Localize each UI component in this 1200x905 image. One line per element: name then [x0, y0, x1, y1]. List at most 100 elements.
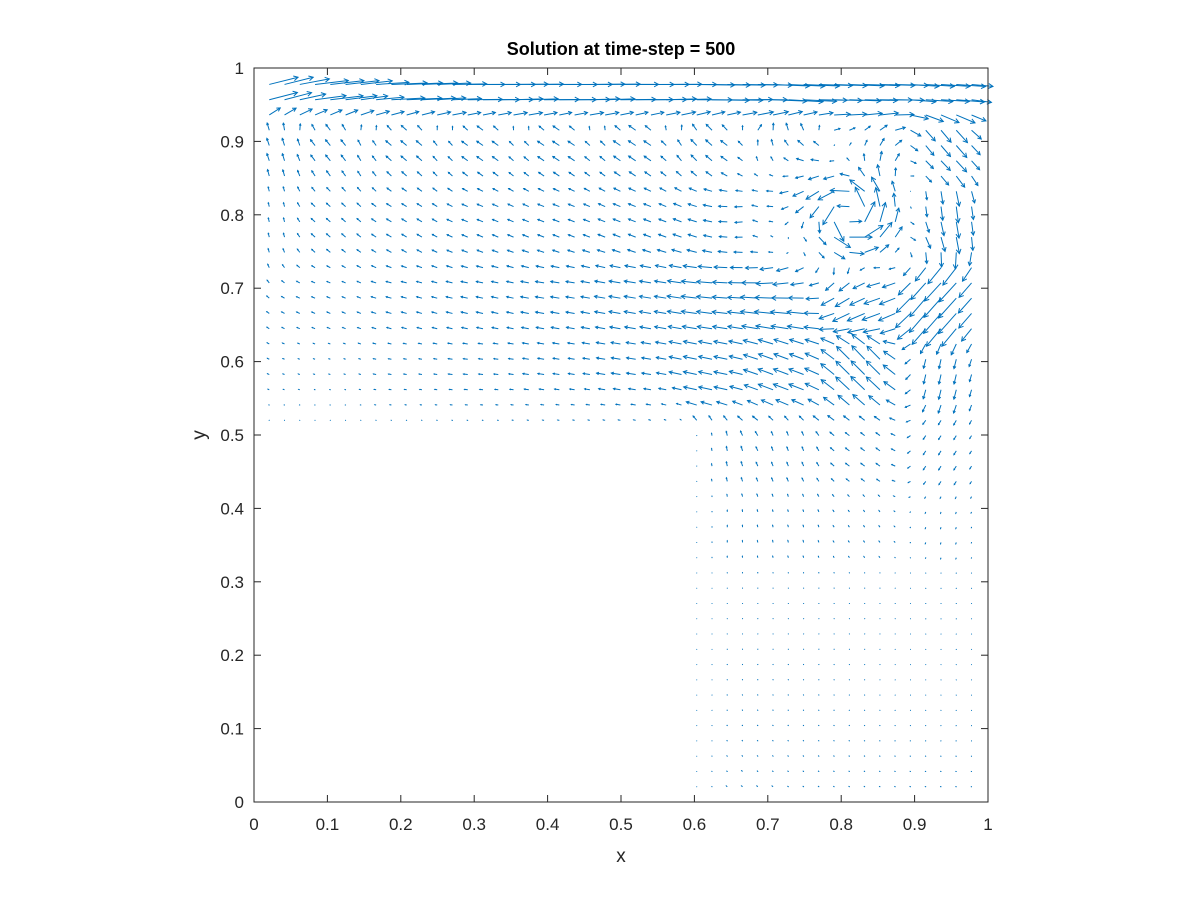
quiver-arrow	[712, 572, 713, 573]
quiver-arrow	[696, 634, 697, 635]
quiver-arrow	[834, 634, 835, 635]
quiver-arrow	[910, 695, 911, 696]
quiver-arrow	[742, 572, 743, 573]
quiver-arrow	[788, 572, 789, 573]
y-tick-label: 0.2	[220, 646, 244, 665]
x-tick-label: 0.1	[316, 815, 340, 834]
quiver-arrow	[894, 511, 895, 512]
quiver-arrow	[849, 695, 850, 696]
quiver-arrow	[971, 603, 972, 604]
quiver-arrow	[727, 510, 728, 512]
quiver-arrow	[696, 466, 697, 467]
quiver-arrow	[879, 603, 880, 604]
quiver-arrow	[818, 556, 819, 557]
quiver-arrow	[925, 756, 926, 757]
quiver-arrow	[956, 603, 957, 604]
quiver-arrow	[757, 541, 758, 543]
quiver-arrow	[803, 679, 804, 680]
quiver-arrow	[711, 449, 712, 451]
quiver-arrow	[925, 603, 926, 604]
quiver-arrow	[941, 695, 942, 696]
quiver-arrow	[864, 618, 865, 619]
quiver-arrow	[757, 525, 758, 527]
quiver-arrow	[971, 588, 972, 589]
quiver-arrow	[269, 420, 270, 421]
quiver-arrow	[298, 359, 300, 360]
quiver-arrow	[895, 664, 896, 665]
quiver-arrow	[450, 405, 452, 406]
quiver-arrow	[712, 542, 713, 543]
quiver-arrow	[910, 191, 911, 192]
quiver-arrow	[773, 664, 774, 665]
quiver-arrow	[788, 664, 789, 665]
quiver-arrow	[268, 389, 269, 390]
quiver-arrow	[788, 510, 789, 512]
quiver-arrow	[727, 603, 728, 604]
quiver-arrow	[971, 618, 972, 619]
quiver-arrow	[742, 618, 743, 619]
quiver-arrow	[879, 634, 880, 635]
quiver-arrow	[727, 572, 728, 573]
quiver-arrow	[773, 679, 774, 680]
quiver-arrow	[940, 771, 941, 772]
quiver-arrow	[757, 649, 758, 650]
quiver-arrow	[696, 603, 697, 604]
quiver-arrow	[864, 695, 865, 696]
quiver-arrow	[727, 618, 728, 619]
quiver-arrow	[895, 695, 896, 696]
quiver-arrow	[971, 710, 972, 711]
quiver-arrow	[956, 542, 957, 543]
quiver-arrow	[696, 618, 697, 619]
quiver-arrow	[712, 511, 713, 512]
quiver-arrow	[711, 464, 712, 466]
quiver-arrow	[864, 679, 865, 680]
quiver-arrow	[818, 618, 819, 619]
quiver-arrow	[910, 710, 911, 711]
quiver-arrow	[696, 588, 697, 589]
quiver-arrow	[452, 126, 453, 130]
x-tick-label: 0	[249, 815, 258, 834]
quiver-arrow	[941, 588, 942, 589]
quiver-arrow	[696, 481, 697, 482]
x-tick-label: 0.5	[609, 815, 633, 834]
quiver-arrow	[956, 572, 957, 573]
quiver-arrow	[925, 512, 926, 513]
quiver-arrow	[803, 664, 804, 665]
quiver-arrow	[788, 588, 789, 589]
quiver-arrow	[283, 374, 285, 375]
quiver-arrow	[941, 664, 942, 665]
quiver-arrow	[818, 649, 819, 650]
quiver-arrow	[910, 207, 911, 208]
quiver-arrow	[818, 664, 819, 665]
quiver-arrow	[696, 725, 697, 726]
quiver-arrow	[956, 740, 957, 741]
quiver-arrow	[742, 664, 743, 665]
quiver-arrow	[925, 740, 926, 741]
quiver-arrow	[941, 603, 942, 604]
quiver-arrow	[712, 557, 713, 558]
quiver-arrow	[895, 679, 896, 680]
x-tick-label: 0.9	[903, 815, 927, 834]
quiver-arrow	[956, 634, 957, 635]
quiver-arrow	[803, 525, 804, 527]
quiver-arrow	[742, 525, 743, 527]
quiver-arrow	[925, 695, 926, 696]
quiver-arrow	[772, 525, 773, 527]
quiver-arrow	[788, 634, 789, 635]
quiver-arrow	[879, 588, 880, 589]
quiver-arrow	[773, 618, 774, 619]
quiver-arrow	[588, 420, 590, 421]
quiver-arrow	[849, 649, 850, 650]
y-tick-label: 0.3	[220, 573, 244, 592]
quiver-arrow	[773, 556, 774, 558]
quiver-arrow	[879, 664, 880, 665]
quiver-arrow	[284, 420, 285, 421]
quiver-arrow	[757, 664, 758, 665]
quiver-arrow	[618, 420, 620, 421]
quiver-arrow	[696, 511, 697, 512]
quiver-arrow	[436, 420, 437, 421]
quiver-arrow	[879, 679, 880, 680]
quiver-arrow	[742, 649, 743, 650]
quiver-arrow	[742, 510, 743, 512]
